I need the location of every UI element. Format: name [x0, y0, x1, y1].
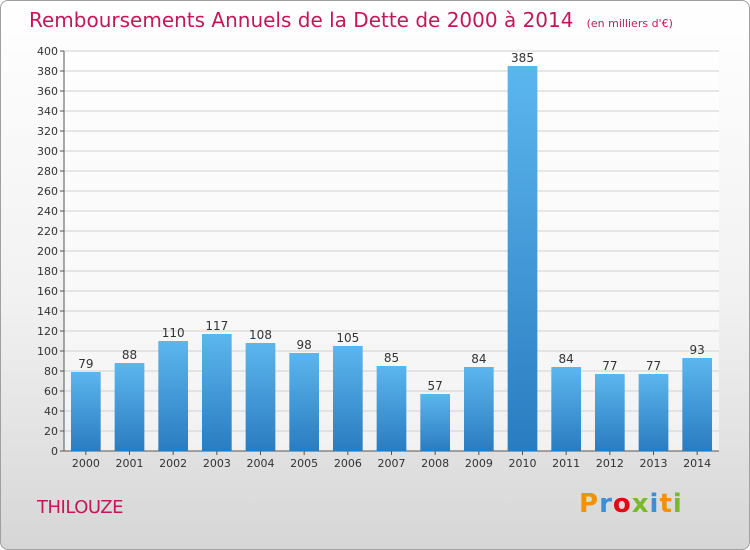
- y-tick-label: 160: [37, 285, 58, 298]
- chart-subtitle: (en milliers d'€): [586, 17, 673, 30]
- chart-title-block: Remboursements Annuels de la Dette de 20…: [29, 8, 673, 32]
- x-tick-label-2014: 2014: [683, 457, 711, 470]
- y-tick-label: 40: [44, 405, 58, 418]
- y-tick-label: 260: [37, 185, 58, 198]
- data-label-2000: 79: [78, 357, 93, 371]
- x-tick-label-2013: 2013: [640, 457, 668, 470]
- y-tick-label: 140: [37, 305, 58, 318]
- x-tick-label-2009: 2009: [465, 457, 493, 470]
- data-label-2004: 108: [249, 328, 272, 342]
- data-label-2002: 110: [162, 326, 185, 340]
- bar-2002: [158, 341, 189, 451]
- bar-2012: [594, 374, 625, 451]
- y-tick-label: 0: [51, 445, 58, 458]
- x-tick-label-2003: 2003: [203, 457, 231, 470]
- x-tick-label-2007: 2007: [378, 457, 406, 470]
- x-tick-label-2008: 2008: [421, 457, 449, 470]
- y-tick-label: 280: [37, 165, 58, 178]
- bar-2010: [507, 66, 538, 451]
- y-tick-label: 380: [37, 65, 58, 78]
- data-label-2009: 84: [471, 352, 486, 366]
- x-tick-label-2010: 2010: [509, 457, 537, 470]
- y-tick-label: 120: [37, 325, 58, 338]
- data-label-2007: 85: [384, 351, 399, 365]
- x-tick-label-2002: 2002: [159, 457, 187, 470]
- y-tick-label: 100: [37, 345, 58, 358]
- bar-2004: [245, 343, 276, 451]
- y-tick-label: 180: [37, 265, 58, 278]
- chart-title: Remboursements Annuels de la Dette de 20…: [29, 8, 574, 32]
- x-tick-label-2012: 2012: [596, 457, 624, 470]
- y-tick-label: 240: [37, 205, 58, 218]
- data-label-2003: 117: [205, 319, 228, 333]
- bar-2009: [463, 367, 494, 451]
- x-tick-label-2005: 2005: [290, 457, 318, 470]
- bar-2011: [551, 367, 582, 451]
- y-tick-label: 400: [37, 45, 58, 58]
- data-label-2006: 105: [336, 331, 359, 345]
- data-label-2001: 88: [122, 348, 137, 362]
- bar-2005: [289, 353, 320, 451]
- commune-name: THILOUZE: [37, 497, 123, 518]
- bar-2008: [420, 394, 451, 451]
- proxiti-logo: Proxiti: [579, 489, 683, 519]
- x-tick-label-2011: 2011: [552, 457, 580, 470]
- y-tick-label: 200: [37, 245, 58, 258]
- bar-2000: [70, 372, 101, 451]
- data-label-2011: 84: [559, 352, 574, 366]
- data-label-2008: 57: [428, 379, 443, 393]
- data-label-2014: 93: [690, 343, 705, 357]
- data-label-2012: 77: [602, 359, 617, 373]
- y-tick-label: 80: [44, 365, 58, 378]
- bar-2006: [332, 346, 363, 451]
- bar-2014: [682, 358, 713, 451]
- y-tick-label: 360: [37, 85, 58, 98]
- bar-2003: [201, 334, 232, 451]
- data-label-2005: 98: [297, 338, 312, 352]
- x-tick-label-2004: 2004: [247, 457, 275, 470]
- data-label-2013: 77: [646, 359, 661, 373]
- x-tick-label-2001: 2001: [116, 457, 144, 470]
- x-tick-label-2000: 2000: [72, 457, 100, 470]
- data-label-2010: 385: [511, 51, 534, 65]
- y-tick-label: 300: [37, 145, 58, 158]
- y-tick-label: 20: [44, 425, 58, 438]
- bar-2007: [376, 366, 407, 451]
- y-tick-label: 320: [37, 125, 58, 138]
- bar-2013: [638, 374, 669, 451]
- y-tick-label: 340: [37, 105, 58, 118]
- bar-2001: [114, 363, 145, 451]
- x-tick-label-2006: 2006: [334, 457, 362, 470]
- y-tick-label: 220: [37, 225, 58, 238]
- y-tick-label: 60: [44, 385, 58, 398]
